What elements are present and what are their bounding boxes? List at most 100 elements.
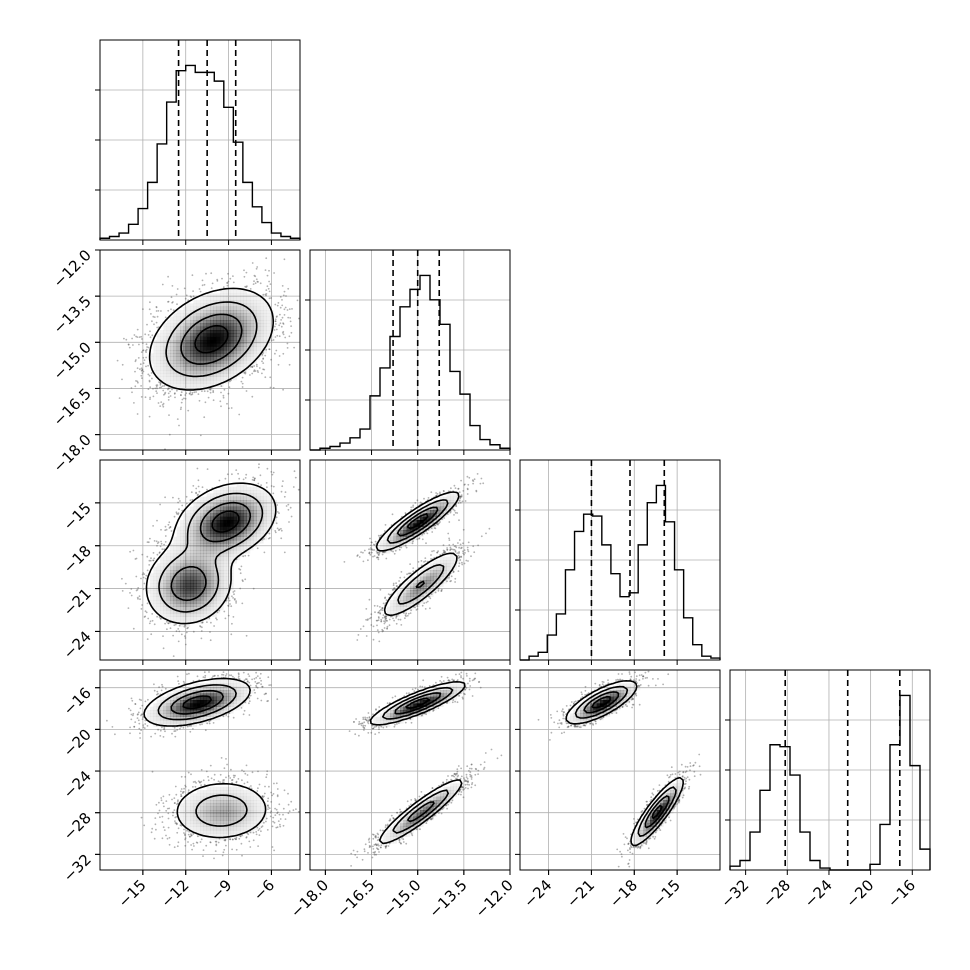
density-cell (243, 820, 247, 824)
sample-point (224, 617, 227, 620)
density-cell (223, 546, 227, 551)
sample-point (371, 856, 374, 859)
density-cell (186, 573, 191, 577)
density-cell (263, 530, 267, 534)
density-cell (176, 606, 181, 611)
sample-point (203, 283, 206, 286)
sample-point (144, 719, 147, 722)
density-cell (173, 330, 177, 334)
density-cell (196, 703, 201, 707)
sample-point (163, 728, 166, 730)
sample-point (181, 792, 184, 794)
sample-point (151, 827, 154, 830)
density-cell (250, 530, 254, 534)
density-cell (210, 306, 214, 311)
sample-point (197, 479, 200, 482)
density-cell (260, 813, 264, 817)
density-cell (200, 333, 204, 337)
density-cell (196, 513, 201, 517)
sample-point (142, 724, 145, 726)
density-cell (173, 376, 177, 381)
density-cell (236, 353, 241, 357)
sample-point (399, 842, 402, 844)
sample-point (384, 845, 387, 848)
density-cell (266, 336, 271, 341)
density-cell (160, 713, 164, 717)
sample-point (163, 393, 165, 396)
sample-point (191, 393, 194, 396)
sample-point (383, 551, 386, 554)
sample-point (377, 616, 380, 618)
density-cell (183, 313, 187, 317)
sample-point (377, 631, 380, 634)
sample-point (278, 813, 281, 816)
density-cell (193, 580, 197, 584)
contour-line (180, 313, 243, 365)
density-cell (430, 593, 434, 597)
density-cell (226, 316, 231, 321)
density-cell (420, 600, 424, 604)
density-cell (446, 556, 451, 561)
density-cell (200, 603, 204, 607)
density-cell (233, 520, 237, 524)
sample-point (398, 548, 401, 551)
density-cell (200, 610, 204, 614)
sample-point (130, 588, 133, 590)
sample-point (176, 389, 178, 392)
density-cell (206, 593, 211, 597)
sample-point (362, 726, 364, 728)
sample-point (469, 773, 471, 776)
sample-point (157, 402, 160, 404)
sample-point (380, 846, 382, 849)
sample-point (231, 675, 234, 678)
density-cell (206, 523, 211, 527)
density-cell (176, 563, 181, 567)
density-cell (166, 356, 171, 361)
density-cell (186, 613, 191, 617)
density-cell (180, 316, 184, 321)
density-cell (173, 576, 177, 581)
density-cell (193, 520, 197, 524)
density-cell (163, 353, 167, 357)
density-cell (186, 620, 191, 624)
density-cell (203, 540, 207, 544)
density-cell (250, 516, 254, 521)
density-cell (163, 560, 167, 564)
sample-point (450, 801, 453, 804)
density-cell (206, 310, 211, 314)
density-cell (176, 620, 181, 624)
density-cell (240, 300, 244, 304)
density-cell (236, 370, 241, 374)
sample-point (142, 716, 144, 719)
sample-point (177, 640, 180, 643)
density-cell (203, 706, 207, 711)
density-cell (176, 690, 181, 694)
density-cell (190, 523, 194, 527)
density-cell (243, 500, 247, 504)
sample-point (392, 587, 395, 590)
density-cell (243, 296, 247, 301)
contour-line (396, 506, 439, 589)
density-cell (160, 603, 164, 607)
density-cell (220, 813, 224, 817)
density-cell (396, 613, 401, 617)
density-cell (410, 696, 414, 701)
density-cell (246, 296, 251, 301)
sample-point (419, 501, 422, 504)
sample-point (453, 514, 455, 516)
density-cell (426, 513, 431, 517)
density-cell (156, 336, 161, 341)
density-cell (206, 613, 211, 617)
density-cell (163, 556, 167, 561)
sample-point (283, 258, 286, 261)
sample-point (396, 811, 398, 814)
sample-point (449, 511, 452, 514)
sample-point (383, 530, 386, 532)
sample-point (148, 415, 151, 418)
density-cell (230, 516, 234, 521)
density-cell (193, 513, 197, 517)
density-cell (216, 803, 221, 807)
density-cell (240, 346, 244, 351)
sample-point (172, 301, 174, 303)
sample-point (204, 729, 207, 732)
